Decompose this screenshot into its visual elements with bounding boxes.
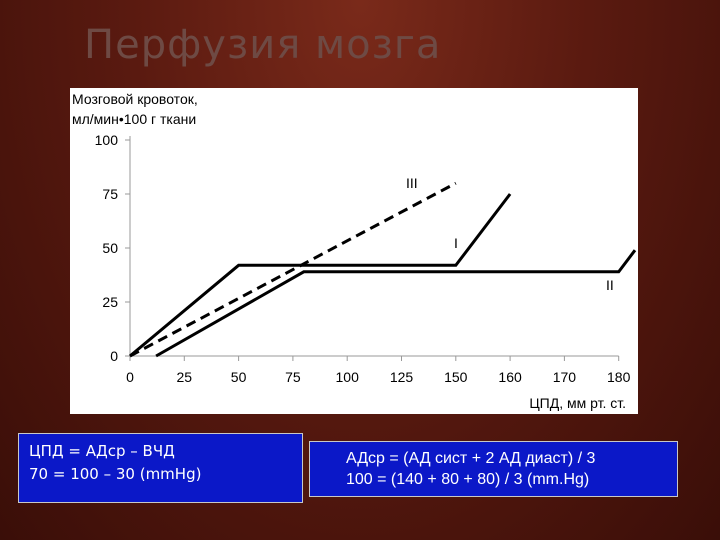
x-tick-label: 75 <box>285 369 301 385</box>
y-tick-label: 100 <box>95 132 119 148</box>
y-axis-label-line2: мл/мин•100 г ткани <box>72 111 196 127</box>
x-tick-label: 125 <box>390 369 414 385</box>
x-tick-label: 25 <box>177 369 193 385</box>
x-tick-label: 160 <box>498 369 522 385</box>
y-axis-label-line1: Мозговой кровоток, <box>72 91 198 107</box>
series-line-ii <box>155 249 637 358</box>
y-tick-label: 50 <box>102 240 118 256</box>
x-tick-label: 170 <box>553 369 577 385</box>
formula-cpp-definition: ЦПД = АДср – ВЧД <box>29 442 175 460</box>
formula-map-definition: АДср = (АД сист + 2 АД диаст) / 3 <box>346 450 596 467</box>
series-line-iii <box>129 181 457 358</box>
series-line-i <box>129 193 512 358</box>
x-axis-label: ЦПД, мм рт. ст. <box>529 395 626 411</box>
y-tick-label: 0 <box>110 348 118 364</box>
x-tick-label: 180 <box>607 369 631 385</box>
formula-box-cpp: ЦПД = АДср – ВЧД 70 = 100 – 30 (mmHg) <box>18 433 303 503</box>
series-label-ii: II <box>606 277 614 293</box>
y-tick-label: 75 <box>102 186 118 202</box>
x-tick-label: 0 <box>126 369 134 385</box>
formula-map-example: 100 = (140 + 80 + 80) / 3 (mm.Hg) <box>346 471 590 488</box>
x-tick-label: 150 <box>444 369 468 385</box>
perfusion-chart: Мозговой кровоток, мл/мин•100 г ткани ЦП… <box>72 91 637 411</box>
x-tick-label: 100 <box>336 369 360 385</box>
slide-title: Перфузия мозга <box>84 22 442 68</box>
formula-box-map: АДср = (АД сист + 2 АД диаст) / 3 100 = … <box>309 441 678 497</box>
x-tick-label: 50 <box>231 369 247 385</box>
series-label-iii: III <box>406 175 418 191</box>
chart-panel: Мозговой кровоток, мл/мин•100 г ткани ЦП… <box>70 88 638 414</box>
series-label-i: I <box>454 235 458 251</box>
y-tick-label: 25 <box>102 294 118 310</box>
formula-cpp-example: 70 = 100 – 30 (mmHg) <box>29 465 202 483</box>
